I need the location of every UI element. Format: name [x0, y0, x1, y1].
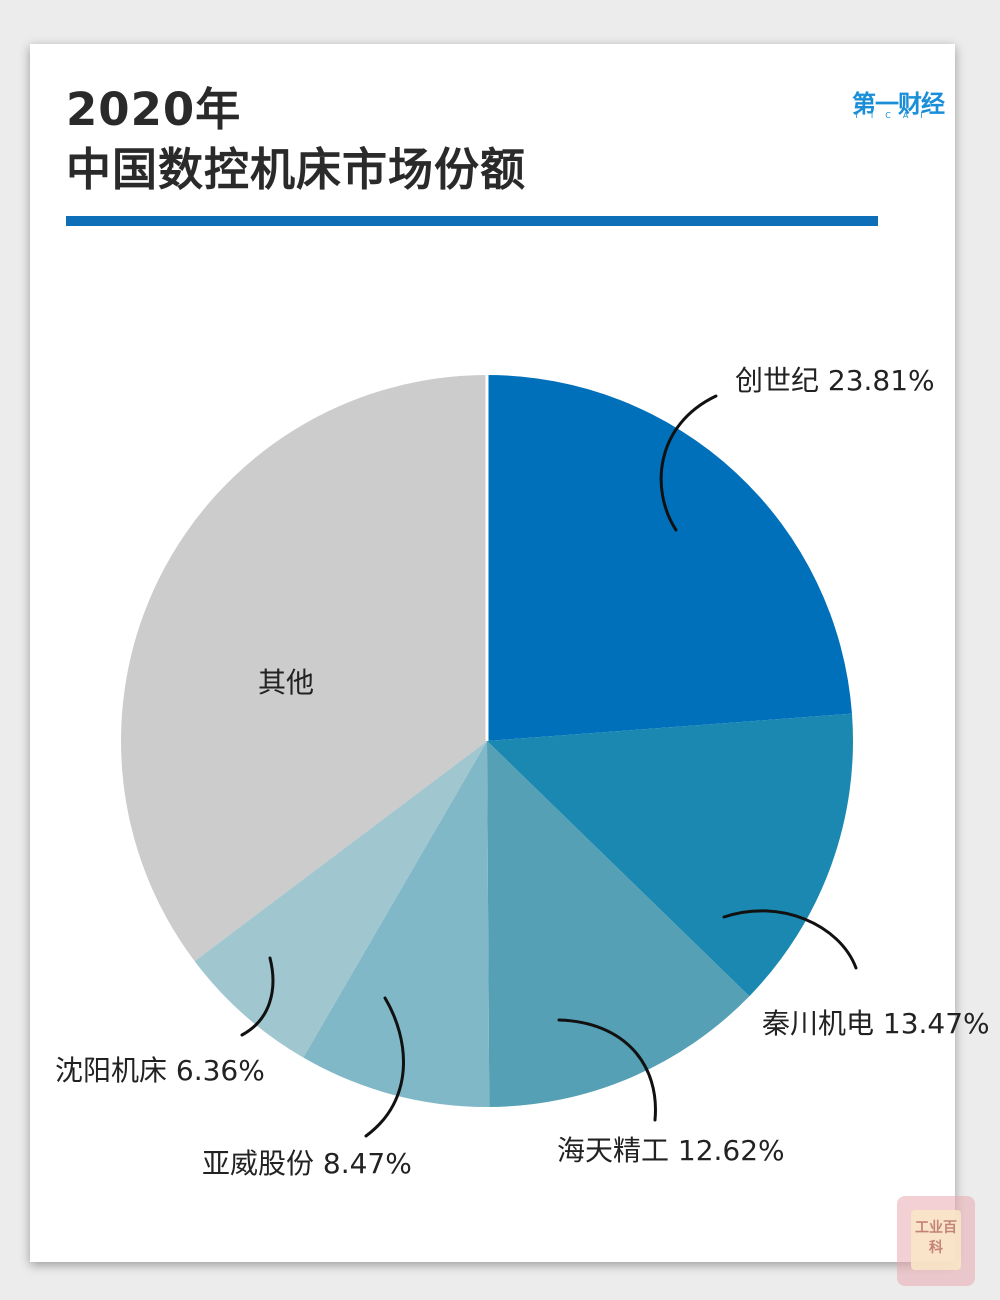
- yicai-logo: 第一财经 YICAI: [852, 84, 948, 124]
- pie-slice-4: [303, 741, 490, 1107]
- slice-label-2: 秦川机电 13.47%: [762, 1007, 990, 1040]
- leader-line-5: [240, 956, 275, 1037]
- chart-title: 2020年 中国数控机床市场份额: [66, 80, 526, 200]
- logo-main-text: 第一财经: [852, 90, 945, 118]
- slice-label-4: 亚威股份 8.47%: [202, 1147, 412, 1180]
- slice-label-6: 其他: [258, 666, 314, 699]
- pie-slices: [120, 374, 854, 1107]
- leader-line-1: [659, 394, 718, 532]
- leader-line-2: [722, 909, 858, 970]
- watermark-book-icon: 工业百科: [911, 1210, 961, 1270]
- pie-slice-5: [194, 741, 487, 1058]
- slice-label-3: 海天精工 12.62%: [557, 1134, 785, 1167]
- pie-slice-2: [487, 713, 854, 997]
- leader-line-3: [557, 1018, 657, 1122]
- watermark-text: 工业百科: [915, 1220, 957, 1256]
- pie-labels: 创世纪 23.81% 秦川机电 13.47% 海天精工 12.62% 亚威股份 8.4…: [55, 364, 990, 1180]
- pie-slice-6: [120, 374, 487, 962]
- slice-label-1: 创世纪 23.81%: [735, 364, 935, 397]
- leader-line-4: [364, 996, 405, 1138]
- slice-label-5: 沈阳机床 6.36%: [55, 1054, 265, 1087]
- title-underline: [66, 216, 878, 226]
- pie-leader-lines: [240, 394, 858, 1138]
- title-main: 中国数控机床市场份额: [66, 143, 527, 196]
- pie-slice-3: [487, 741, 750, 1107]
- title-year: 2020年: [66, 83, 242, 136]
- logo-sub-text: YICAI: [854, 111, 935, 120]
- watermark-badge: 工业百科: [897, 1196, 975, 1286]
- pie-slice-1: [487, 375, 852, 741]
